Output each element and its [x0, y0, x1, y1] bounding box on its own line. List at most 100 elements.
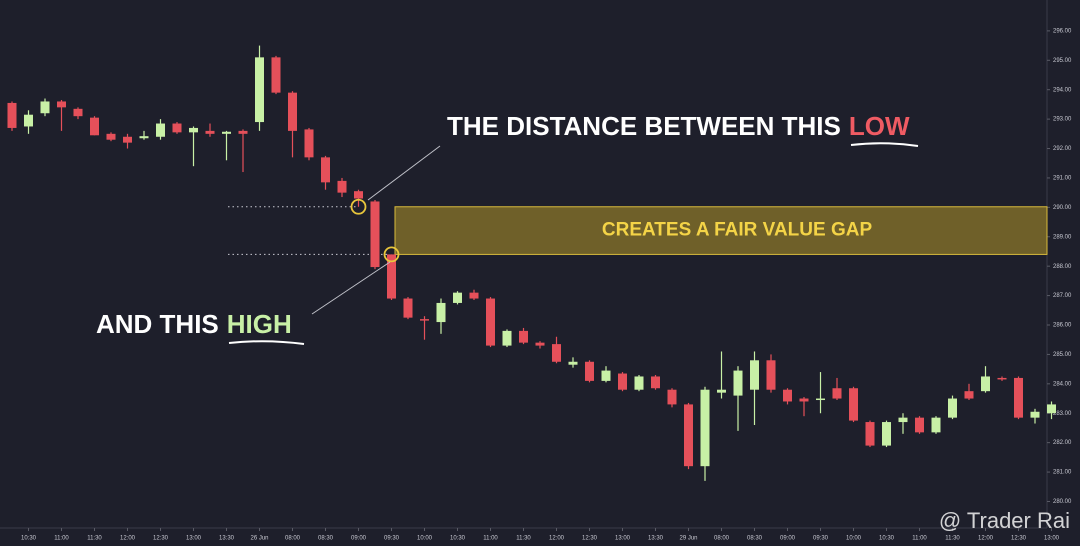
candle-body: [717, 389, 726, 393]
y-tick-label: 292.00: [1053, 146, 1072, 152]
y-tick-label: 281.00: [1053, 470, 1072, 476]
candle-body: [882, 422, 891, 446]
candle-body: [288, 92, 297, 131]
x-tick-label: 13:30: [219, 536, 235, 542]
candle-body: [337, 180, 347, 193]
candle-body: [156, 123, 165, 137]
x-tick-label: 13:00: [1044, 536, 1060, 542]
x-tick-label: 11:30: [87, 536, 102, 542]
candle-body: [1030, 411, 1040, 418]
candle-body: [997, 377, 1007, 380]
y-tick-label: 287.00: [1053, 293, 1072, 299]
y-tick-label: 285.00: [1053, 352, 1072, 358]
candle-body: [634, 376, 644, 390]
candle-body: [981, 376, 990, 392]
x-tick-label: 10:30: [879, 536, 895, 542]
candle-body: [618, 373, 627, 390]
candle-body: [172, 123, 182, 133]
y-tick-label: 289.00: [1053, 234, 1072, 240]
x-tick-label: 12:00: [120, 536, 136, 542]
x-tick-label: 13:30: [648, 536, 664, 542]
candle-body: [304, 129, 314, 158]
candle-body: [436, 302, 446, 323]
x-tick-label: 08:00: [285, 536, 301, 542]
candle-body: [552, 344, 561, 362]
candle-body: [667, 389, 677, 405]
pointer-line: [367, 145, 441, 201]
candle-body: [370, 201, 380, 268]
candle-body: [205, 130, 215, 134]
candle-body: [189, 127, 198, 133]
y-tick-label: 296.00: [1053, 28, 1072, 34]
x-tick-label: 10:00: [417, 536, 433, 542]
annotation-top-key: LOW: [849, 111, 910, 141]
candle-body: [403, 298, 413, 318]
candle-body: [90, 117, 99, 136]
x-tick-label: 29 Jun: [679, 536, 697, 542]
y-tick-label: 280.00: [1053, 499, 1072, 505]
candle-body: [222, 131, 231, 134]
candle-body: [601, 370, 611, 381]
x-tick-label: 08:30: [747, 536, 763, 542]
candle-body: [849, 388, 858, 421]
x-tick-label: 12:00: [549, 536, 565, 542]
x-tick-label: 11:00: [912, 536, 927, 542]
y-tick-label: 291.00: [1053, 176, 1072, 182]
candle-body: [24, 114, 33, 127]
x-tick-label: 09:30: [813, 536, 829, 542]
x-tick-label: 13:00: [186, 536, 202, 542]
candle-body: [255, 57, 264, 123]
x-tick-label: 09:30: [384, 536, 400, 542]
candle-body: [1014, 377, 1023, 418]
annotation-bottom-text: AND THIS: [96, 309, 219, 339]
x-tick-label: 08:00: [714, 536, 730, 542]
candle-body: [486, 298, 495, 346]
candle-body: [321, 157, 330, 183]
underline: [850, 142, 919, 147]
marks: 280.00 281.00 282.00 283.00 284.00 285.00 286.…: [7, 28, 1072, 542]
candle-body: [898, 417, 908, 423]
candle-body: [7, 102, 17, 128]
candle-body: [387, 254, 396, 299]
candle-body: [469, 292, 479, 299]
x-tick-label: 10:30: [450, 536, 466, 542]
y-tick-label: 284.00: [1053, 381, 1072, 387]
x-tick-label: 11:30: [516, 536, 531, 542]
y-tick-label: 295.00: [1053, 58, 1072, 64]
candle-body: [139, 136, 149, 139]
candle-body: [651, 376, 660, 389]
x-tick-label: 13:00: [615, 536, 631, 542]
annotation-top-text: THE DISTANCE BETWEEN THIS: [447, 111, 841, 141]
candle-body: [964, 391, 974, 399]
x-tick-label: 11:00: [54, 536, 69, 542]
candle-body: [766, 360, 776, 390]
candle-body: [123, 136, 132, 143]
x-tick-label: 12:30: [1011, 536, 1027, 542]
candle-body: [535, 342, 545, 346]
x-tick-label: 10:30: [21, 536, 37, 542]
candle-body: [948, 398, 957, 418]
candle-body: [684, 404, 693, 467]
candle-body: [799, 398, 809, 402]
candle-body: [519, 330, 528, 343]
candle-body: [733, 370, 743, 396]
candle-body: [502, 330, 512, 346]
x-tick-label: 10:00: [846, 536, 862, 542]
y-tick-label: 293.00: [1053, 117, 1072, 123]
x-tick-label: 12:30: [582, 536, 598, 542]
candle-body: [354, 191, 363, 199]
candle-body: [931, 417, 941, 433]
watermark: @ Trader Rai: [939, 508, 1070, 533]
candle-body: [783, 389, 792, 402]
gap-label: CREATES A FAIR VALUE GAP: [602, 220, 873, 241]
highlight-circle: [383, 246, 400, 263]
candle-body: [57, 101, 66, 108]
candle-body: [816, 398, 825, 401]
candle-body: [1047, 404, 1056, 414]
x-tick-label: 11:00: [483, 536, 498, 542]
annotation-bottom-key: HIGH: [227, 309, 292, 339]
y-tick-label: 286.00: [1053, 323, 1072, 329]
annotation-bottom: AND THIS HIGH: [96, 309, 292, 339]
